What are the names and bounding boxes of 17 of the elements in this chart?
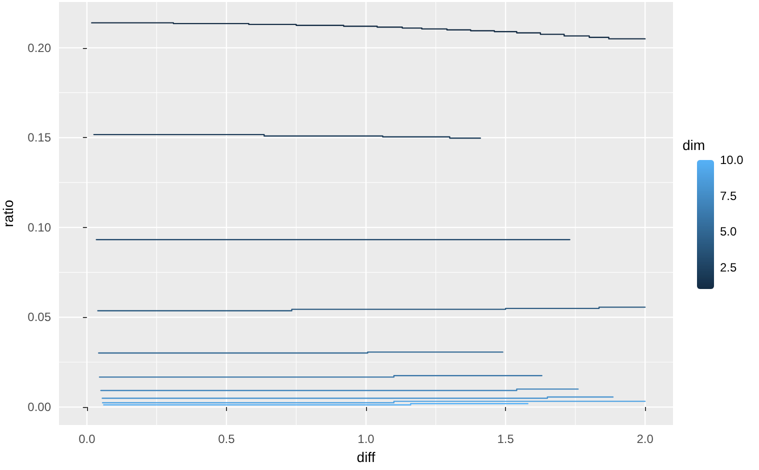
y-tick-label: 0.10 (28, 220, 52, 234)
x-tick-label: 0.5 (218, 432, 236, 446)
y-tick-label: 0.05 (28, 310, 52, 324)
y-tick-label: 0.15 (28, 130, 52, 145)
y-tick-label: 0.00 (28, 400, 52, 414)
x-tick-label: 2.0 (636, 432, 654, 446)
x-tick-label: 0.0 (78, 432, 96, 446)
color-bar-label: 2.5 (720, 260, 738, 274)
color-bar-label: 5.0 (720, 224, 738, 239)
color-bar-label: 7.5 (720, 188, 738, 203)
color-bar-title: dim (682, 137, 705, 153)
y-tick-label: 0.20 (28, 40, 52, 55)
x-axis-title: diff (356, 448, 376, 465)
color-bar-label: 10.0 (720, 153, 744, 167)
y-axis-title: ratio (0, 200, 16, 228)
x-tick-label: 1.0 (358, 432, 375, 446)
x-tick-label: 1.5 (497, 432, 514, 446)
